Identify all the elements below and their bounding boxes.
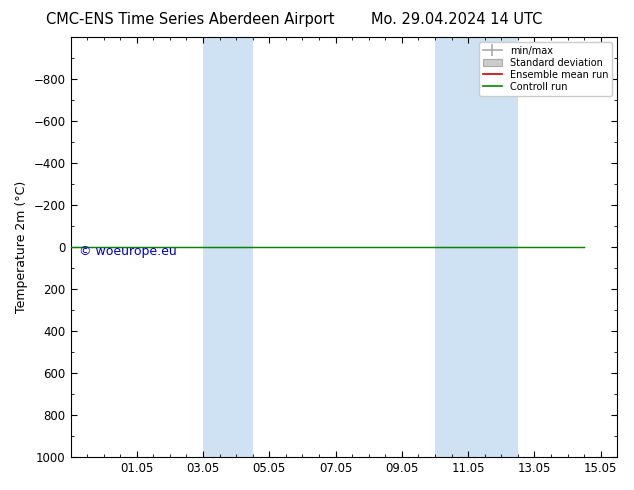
Text: Mo. 29.04.2024 14 UTC: Mo. 29.04.2024 14 UTC xyxy=(371,12,542,27)
Text: © woeurope.eu: © woeurope.eu xyxy=(79,245,176,258)
Y-axis label: Temperature 2m (°C): Temperature 2m (°C) xyxy=(15,181,28,313)
Bar xyxy=(203,37,253,457)
Bar xyxy=(435,37,518,457)
Legend: min/max, Standard deviation, Ensemble mean run, Controll run: min/max, Standard deviation, Ensemble me… xyxy=(479,42,612,96)
Text: CMC-ENS Time Series Aberdeen Airport: CMC-ENS Time Series Aberdeen Airport xyxy=(46,12,335,27)
